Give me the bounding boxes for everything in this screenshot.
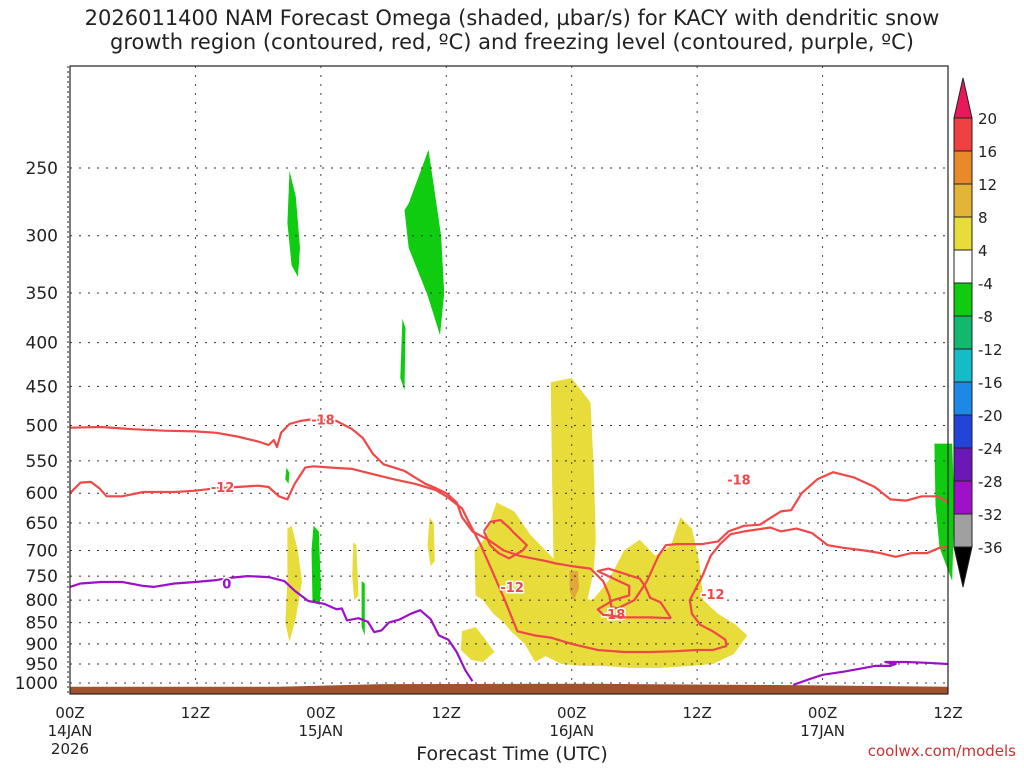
omega-shading-layer [285, 149, 955, 668]
terrain-layer [70, 683, 948, 694]
contour-line-minus12 [482, 519, 528, 560]
y-tick-label: 550 [26, 452, 58, 472]
omega-region-green [285, 467, 290, 484]
colorbar-label: -36 [978, 539, 1003, 557]
colorbar-segment [953, 183, 973, 218]
chart-title: 2026011400 NAM Forecast Omega (shaded, µ… [84, 6, 940, 54]
contour-line-minus18 [69, 418, 949, 610]
y-tick-label: 600 [26, 484, 58, 504]
omega-region-green [934, 443, 955, 582]
colorbar-bottom-triangle [953, 546, 973, 588]
contour-label: -12 [500, 581, 524, 596]
colorbar-segment [953, 249, 973, 284]
x-tick-label: 15JAN [298, 722, 343, 740]
colorbar-segment [953, 348, 973, 383]
y-tick-label: 700 [26, 542, 58, 562]
omega-region-yellow [285, 525, 302, 642]
colorbar-label: 20 [978, 110, 997, 128]
y-tick-label: 750 [26, 567, 58, 587]
contour-label: 0 [222, 577, 231, 592]
colorbar-label: 4 [978, 242, 988, 260]
axes-layer: 2503003504004505005506006507007508008509… [15, 65, 963, 758]
y-tick-label: 650 [26, 514, 58, 534]
contour-line-0 [792, 660, 949, 686]
x-tick-label: 12Z [181, 704, 210, 722]
x-axis-label: Forecast Time (UTC) [416, 743, 608, 765]
colorbar-label: -24 [978, 440, 1003, 458]
colorbar-label: 16 [978, 143, 997, 161]
colorbar-segment [953, 414, 973, 449]
contour-line-minus12 [69, 465, 949, 654]
colorbar-label: 8 [978, 209, 988, 227]
y-tick-label: 400 [26, 334, 58, 354]
colorbar-segment [953, 315, 973, 350]
omega-region-orange [569, 571, 579, 601]
contour-label: -18 [727, 473, 751, 488]
colorbar-label: -12 [978, 341, 1003, 359]
colorbar-label: 12 [978, 176, 997, 194]
y-tick-label: 300 [26, 227, 58, 247]
colorbar-segment [953, 480, 973, 515]
y-tick-label: 500 [26, 416, 58, 436]
ground-terrain [70, 683, 948, 694]
colorbar-segment [953, 381, 973, 416]
omega-region-yellow [427, 517, 435, 567]
contour-label: -12 [211, 481, 235, 496]
y-tick-label: 450 [26, 377, 58, 397]
x-tick-label: 00Z [557, 704, 586, 722]
y-tick-label: 850 [26, 614, 58, 634]
colorbar-label: -8 [978, 308, 993, 326]
omega-region-green [287, 170, 300, 277]
x-tick-label: 00Z [808, 704, 837, 722]
omega-region-green [400, 318, 406, 391]
colorbar-segment [953, 513, 973, 548]
x-tick-label: 14JAN [48, 722, 93, 740]
omega-region-green [404, 149, 445, 336]
y-tick-label: 250 [26, 159, 58, 179]
x-tick-label: 2026 [51, 740, 89, 758]
y-tick-label: 1000 [15, 674, 58, 694]
omega-region-yellow [460, 627, 495, 662]
omega-region-yellow [550, 378, 596, 605]
colorbar-segment [953, 216, 973, 251]
omega-region-green [311, 525, 321, 605]
omega-region-yellow [352, 542, 359, 601]
colorbar-label: -20 [978, 407, 1003, 425]
colorbar-label: -4 [978, 275, 993, 293]
x-tick-label: 12Z [682, 704, 711, 722]
colorbar-top-triangle [953, 77, 973, 119]
y-tick-label: 800 [26, 591, 58, 611]
x-tick-label: 12Z [933, 704, 962, 722]
colorbar-label: -16 [978, 374, 1003, 392]
y-tick-label: 900 [26, 635, 58, 655]
colorbar: 20 16 12 8 4 -4 -8 -12 -16 -20 -24 -28 -32 -36 [953, 77, 1003, 588]
credit-link[interactable]: coolwx.com/models [867, 742, 1016, 760]
colorbar-segment [953, 117, 973, 152]
colorbar-label: -28 [978, 473, 1003, 491]
omega-region-green [361, 581, 365, 636]
x-tick-label: 00Z [55, 704, 84, 722]
x-tick-label: 16JAN [549, 722, 594, 740]
colorbar-segment [953, 447, 973, 482]
colorbar-segment [953, 150, 973, 185]
colorbar-label: -32 [978, 506, 1003, 524]
plot-frame [69, 65, 949, 695]
contour-line-minus18 [596, 567, 672, 620]
contour-label: -12 [701, 588, 725, 603]
colorbar-segment [953, 282, 973, 317]
y-tick-label: 950 [26, 655, 58, 675]
contour-layer: -18-18-18-12-12 -120 [69, 412, 949, 686]
x-tick-label: 17JAN [800, 722, 845, 740]
x-tick-label: 00Z [306, 704, 335, 722]
x-tick-label: 12Z [432, 704, 461, 722]
y-tick-label: 350 [26, 284, 58, 304]
contour-line-0 [69, 575, 474, 682]
contour-label: -18 [311, 413, 335, 428]
